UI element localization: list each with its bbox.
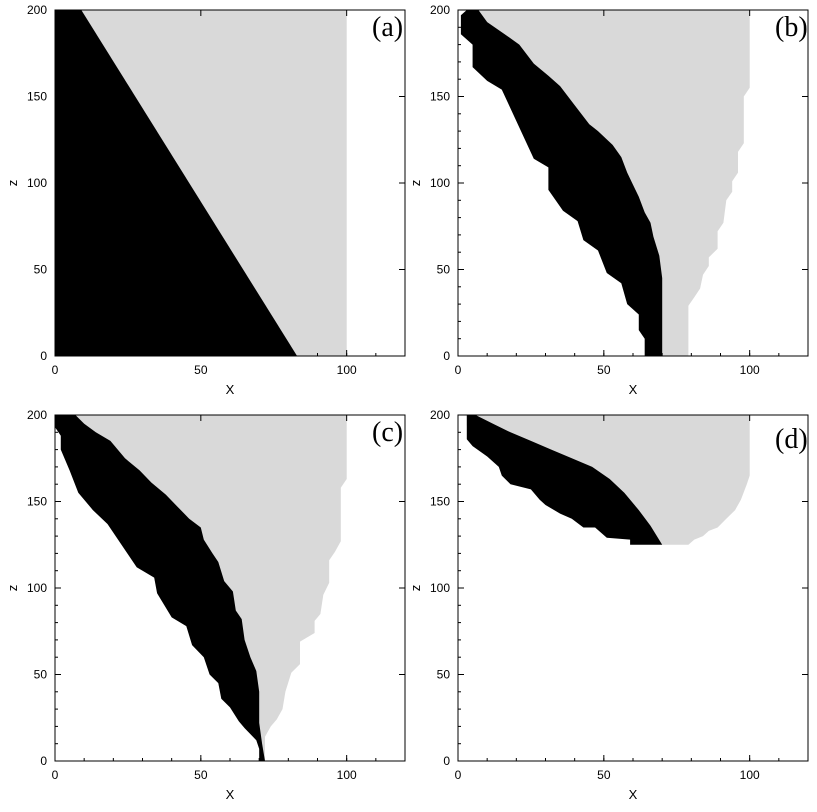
dark-region <box>55 10 298 356</box>
x-tick-label: 0 <box>52 768 59 782</box>
y-tick-label: 200 <box>430 3 450 17</box>
panel-tag: (b) <box>775 12 808 43</box>
x-tick-label: 0 <box>455 768 462 782</box>
panel-4: 0 50 100 0 50 100 150 200 Xz (d) <box>408 408 809 802</box>
y-axis-label: z <box>5 180 20 187</box>
dark-region <box>466 415 663 545</box>
y-axis-label: z <box>5 585 20 592</box>
y-tick-label: 150 <box>430 90 450 104</box>
y-tick-label: 50 <box>437 263 451 277</box>
y-tick-label: 200 <box>430 408 450 422</box>
x-tick-label: 50 <box>194 768 208 782</box>
x-tick-label: 100 <box>740 768 760 782</box>
y-tick-label: 50 <box>34 263 48 277</box>
y-tick-label: 0 <box>443 754 450 768</box>
panel-2: 0 50 100 0 50 100 150 200 Xz (b) <box>408 3 809 397</box>
panel-tag: (a) <box>372 12 403 43</box>
y-tick-label: 150 <box>430 495 450 509</box>
y-axis-label: z <box>408 180 423 187</box>
x-axis-label: X <box>226 787 235 802</box>
x-tick-label: 50 <box>194 363 208 377</box>
panel-tag: (d) <box>775 424 808 455</box>
y-axis-label: z <box>408 585 423 592</box>
y-tick-label: 50 <box>437 668 451 682</box>
x-axis-label: X <box>629 382 638 397</box>
y-tick-label: 100 <box>430 581 450 595</box>
x-tick-label: 0 <box>52 363 59 377</box>
x-axis-label: X <box>226 382 235 397</box>
y-tick-label: 50 <box>34 668 48 682</box>
x-tick-label: 100 <box>337 768 357 782</box>
x-tick-label: 100 <box>740 363 760 377</box>
y-tick-label: 0 <box>40 754 47 768</box>
x-tick-label: 50 <box>597 768 611 782</box>
y-tick-label: 150 <box>27 495 47 509</box>
panel-3: 0 50 100 0 50 100 150 200 Xz (c) <box>5 408 406 802</box>
y-tick-label: 200 <box>27 3 47 17</box>
panel-1: 0 50 100 0 50 100 150 200 Xz (a) <box>5 3 406 397</box>
panel-tag: (c) <box>372 417 403 448</box>
dark-region <box>460 10 663 356</box>
x-tick-label: 50 <box>597 363 611 377</box>
x-axis-label: X <box>629 787 638 802</box>
x-tick-label: 0 <box>455 363 462 377</box>
dark-region <box>55 415 265 761</box>
y-tick-label: 100 <box>430 176 450 190</box>
y-tick-label: 100 <box>27 581 47 595</box>
x-tick-label: 100 <box>337 363 357 377</box>
y-tick-label: 150 <box>27 90 47 104</box>
y-tick-label: 0 <box>443 349 450 363</box>
y-tick-label: 100 <box>27 176 47 190</box>
y-tick-label: 200 <box>27 408 47 422</box>
y-tick-label: 0 <box>40 349 47 363</box>
